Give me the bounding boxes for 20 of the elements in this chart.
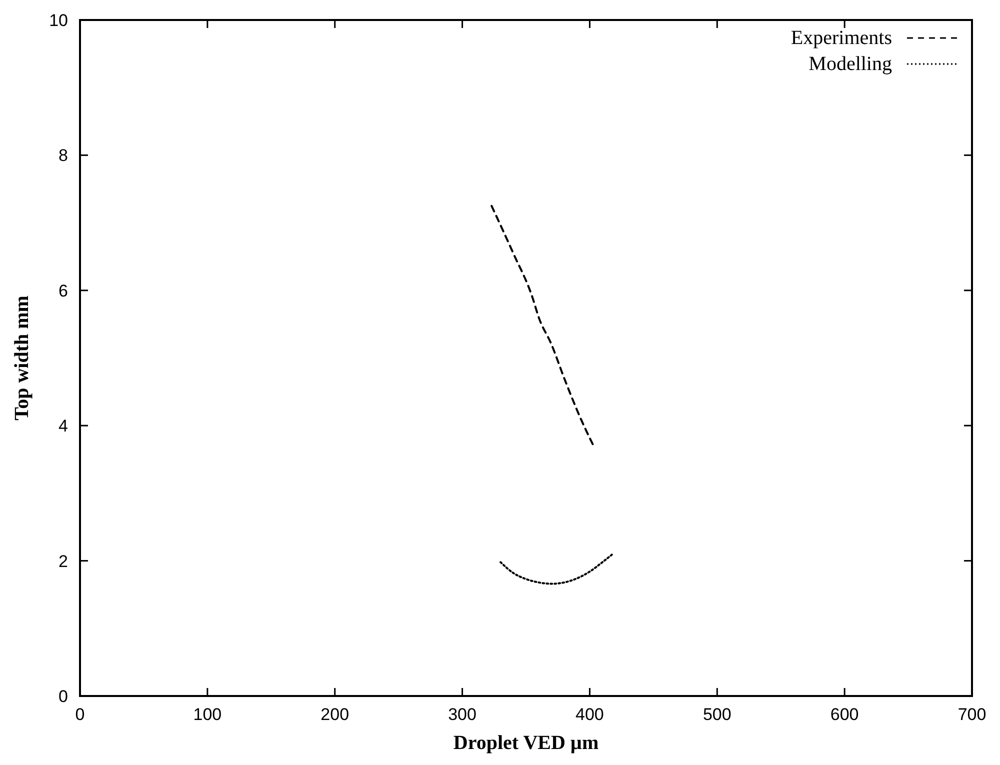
y-tick-label: 8 — [58, 146, 68, 166]
y-tick-label: 4 — [58, 416, 68, 436]
x-tick-label: 500 — [702, 705, 732, 724]
y-tick-label: 6 — [58, 281, 68, 300]
legend-label: Experiments — [790, 27, 892, 49]
y-tick-label: 0 — [58, 687, 68, 706]
y-tick-label: 2 — [58, 552, 68, 571]
x-tick-label: 100 — [193, 705, 222, 724]
x-tick-label: 300 — [448, 705, 476, 724]
legend-label: Modelling — [808, 53, 892, 75]
y-axis-title: Top width mm — [11, 295, 33, 420]
x-tick-label: 200 — [320, 705, 350, 724]
x-tick-label: 400 — [576, 705, 604, 724]
x-tick-label: 700 — [958, 705, 986, 724]
line-series — [490, 204, 595, 447]
line-series — [500, 553, 614, 585]
y-tick-label: 10 — [49, 11, 68, 30]
x-tick-label: 0 — [75, 705, 85, 724]
x-tick-label: 600 — [830, 705, 859, 724]
x-axis-title: Droplet VED µm — [453, 732, 599, 754]
